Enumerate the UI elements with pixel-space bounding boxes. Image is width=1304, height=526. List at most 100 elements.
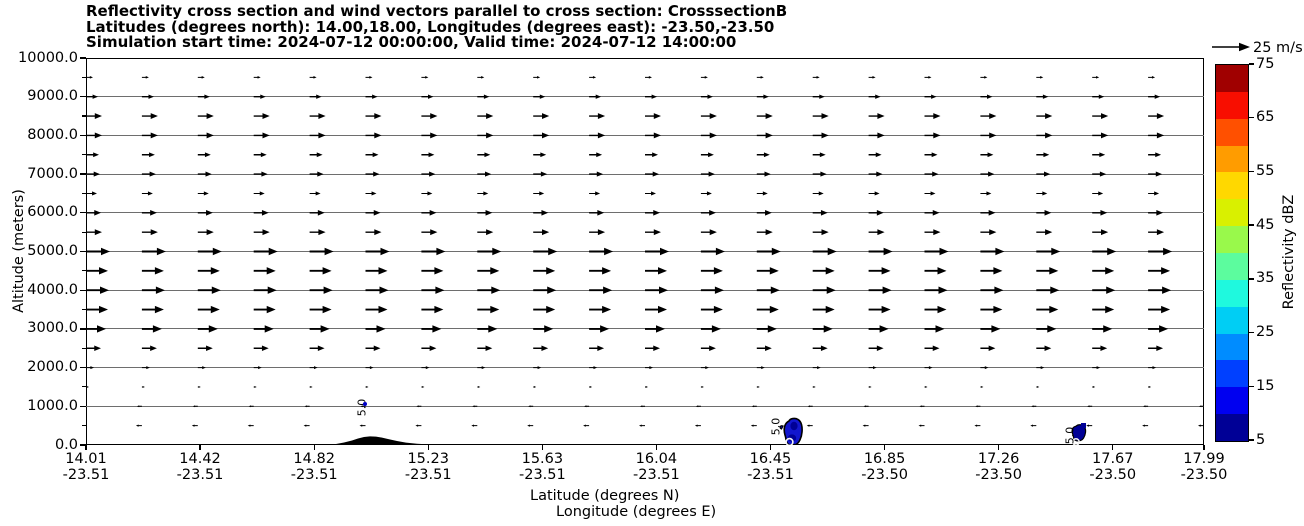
y-axis-tick <box>80 134 86 137</box>
x-axis-tick-label-lat: 17.26 <box>977 451 1020 467</box>
y-axis-minor-tick <box>82 192 86 194</box>
y-axis-minor-tick <box>82 308 86 311</box>
x-axis-tick-label-lon: -23.51 <box>633 466 680 483</box>
colorbar-tick-label: 55 <box>1256 162 1275 179</box>
x-axis-title-longitude: Longitude (degrees E) <box>556 504 717 520</box>
x-axis-tick-label-lon: -23.51 <box>176 466 224 483</box>
reference-arrow-label: 25 m/s <box>1253 40 1303 56</box>
colorbar-segment <box>1216 118 1248 146</box>
y-axis-tick-label: 10000.0 <box>18 49 78 66</box>
x-axis-tick-label-lat: 17.99 <box>1183 451 1225 467</box>
colorbar-segment <box>1216 199 1248 227</box>
y-axis-tick-label: 2000.0 <box>27 359 78 376</box>
y-axis-tick-label: 3000.0 <box>27 320 78 337</box>
terrain-and-reflectivity-layer <box>322 417 1087 445</box>
terrain-silhouette <box>322 436 450 445</box>
colorbar-tick-label: 5 <box>1256 431 1266 448</box>
reflectivity-cell-1 <box>779 417 803 445</box>
y-axis-tick-label: 4000.0 <box>27 281 78 298</box>
y-axis-tick <box>80 173 86 175</box>
x-axis-title-latitude: Latitude (degrees N) <box>530 488 680 504</box>
x-axis-tick <box>1203 445 1205 450</box>
y-axis-tick <box>80 289 86 291</box>
colorbar-segment <box>1216 306 1248 334</box>
colorbar-segment <box>1216 414 1248 441</box>
colorbar-segment <box>1216 252 1248 280</box>
y-axis-tick-label: 1000.0 <box>27 397 78 414</box>
colorbar <box>1215 64 1249 442</box>
y-axis-tick <box>80 250 86 253</box>
colorbar-segment <box>1216 172 1248 200</box>
x-axis-tick-label-lat: 16.85 <box>863 451 906 467</box>
y-axis-tick <box>80 366 86 369</box>
x-axis-tick <box>997 445 1000 450</box>
reflectivity-cell-2 <box>1071 423 1087 445</box>
contour-label: 5.0 <box>1063 426 1077 445</box>
x-axis-tick <box>313 445 315 450</box>
x-axis-tick <box>655 445 658 450</box>
y-axis-tick <box>80 405 86 407</box>
colorbar-tick <box>1249 117 1254 119</box>
x-axis-tick-label-lon: -23.51 <box>62 466 110 483</box>
colorbar-segment <box>1216 64 1248 92</box>
colorbar-tick-label: 25 <box>1256 324 1275 341</box>
colorbar-tick-label: 45 <box>1256 216 1275 233</box>
x-axis-tick <box>1112 445 1114 450</box>
reference-arrow-icon <box>1212 42 1250 52</box>
y-axis-minor-tick <box>82 347 86 349</box>
colorbar-tick-label: 15 <box>1256 377 1275 394</box>
y-axis-tick-label: 6000.0 <box>27 204 78 221</box>
x-axis-tick-label-lon: -23.51 <box>404 466 452 483</box>
x-axis-tick <box>769 445 772 450</box>
y-axis-minor-tick <box>82 386 86 388</box>
colorbar-segment <box>1216 279 1248 307</box>
colorbar-tick <box>1249 224 1254 226</box>
colorbar-tick <box>1249 278 1254 280</box>
colorbar-title: Reflectivity dBZ <box>1281 194 1297 310</box>
y-axis-tick-label: 9000.0 <box>27 88 78 105</box>
colorbar-segment <box>1216 226 1248 253</box>
colorbar-tick <box>1249 385 1254 387</box>
y-axis-tick <box>80 328 86 330</box>
colorbar-segment <box>1216 333 1248 361</box>
y-axis-tick <box>80 444 86 446</box>
chart-title: Reflectivity cross section and wind vect… <box>86 2 788 52</box>
colorbar-tick <box>1249 331 1254 334</box>
colorbar-tick-label: 75 <box>1256 55 1275 72</box>
x-axis-tick-label-lon: -23.50 <box>1180 466 1228 483</box>
y-axis-minor-tick <box>82 154 86 156</box>
chart-title-line1: Reflectivity cross section and wind vect… <box>86 2 788 20</box>
x-axis-tick-label-lat: 15.23 <box>407 451 449 467</box>
y-axis-tick-label: 8000.0 <box>27 126 78 143</box>
contour-fragment <box>363 402 367 406</box>
y-axis-tick-label: 5000.0 <box>27 243 78 259</box>
colorbar-segment <box>1216 145 1248 173</box>
y-axis-minor-tick <box>82 115 86 117</box>
colorbar-tick <box>1249 439 1254 441</box>
contour-label: 5.0 <box>355 398 369 417</box>
x-axis-tick-label-lat: 14.01 <box>65 451 107 467</box>
wind-vector-field <box>86 76 1204 427</box>
colorbar-tick-label: 65 <box>1256 109 1275 126</box>
x-axis-tick-label-lon: -23.51 <box>747 466 794 483</box>
colorbar-segment <box>1216 91 1248 119</box>
x-axis-tick-label-lon: -23.50 <box>861 466 908 483</box>
x-axis-tick <box>541 445 543 450</box>
chart-title-line2: Latitudes (degrees north): 14.00,18.00, … <box>86 17 775 36</box>
y-axis-minor-tick <box>82 76 86 78</box>
y-axis-minor-tick <box>82 231 86 233</box>
x-axis-tick-label-lat: 17.67 <box>1092 451 1134 467</box>
x-axis-tick <box>85 445 87 450</box>
x-axis-tick-label-lon: -23.50 <box>1089 466 1137 483</box>
y-axis-tick-label: 0.0 <box>54 436 78 453</box>
x-axis-tick-label-lat: 14.82 <box>293 451 335 467</box>
y-axis-tick <box>80 57 86 59</box>
x-axis-tick-label-lon: -23.51 <box>290 466 338 483</box>
x-axis-tick-label-lat: 16.45 <box>749 451 792 467</box>
y-axis-tick <box>80 212 86 214</box>
x-axis-tick-label-lon: -23.51 <box>518 466 566 483</box>
chart-title-line3: Simulation start time: 2024-07-12 00:00:… <box>86 33 737 52</box>
y-axis-minor-tick <box>82 425 86 427</box>
x-axis-tick-label-lat: 16.04 <box>635 451 678 467</box>
